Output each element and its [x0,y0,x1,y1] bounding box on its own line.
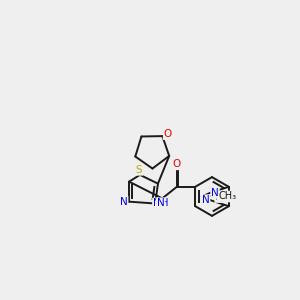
Text: S: S [136,165,142,175]
Text: N: N [120,197,128,207]
Text: N: N [211,188,219,198]
Text: CH₃: CH₃ [219,191,237,202]
Text: NH: NH [153,199,169,208]
Text: H: H [215,192,223,202]
Text: O: O [164,129,172,139]
Text: O: O [173,159,181,169]
Text: N: N [157,199,164,208]
Text: N: N [202,195,210,205]
